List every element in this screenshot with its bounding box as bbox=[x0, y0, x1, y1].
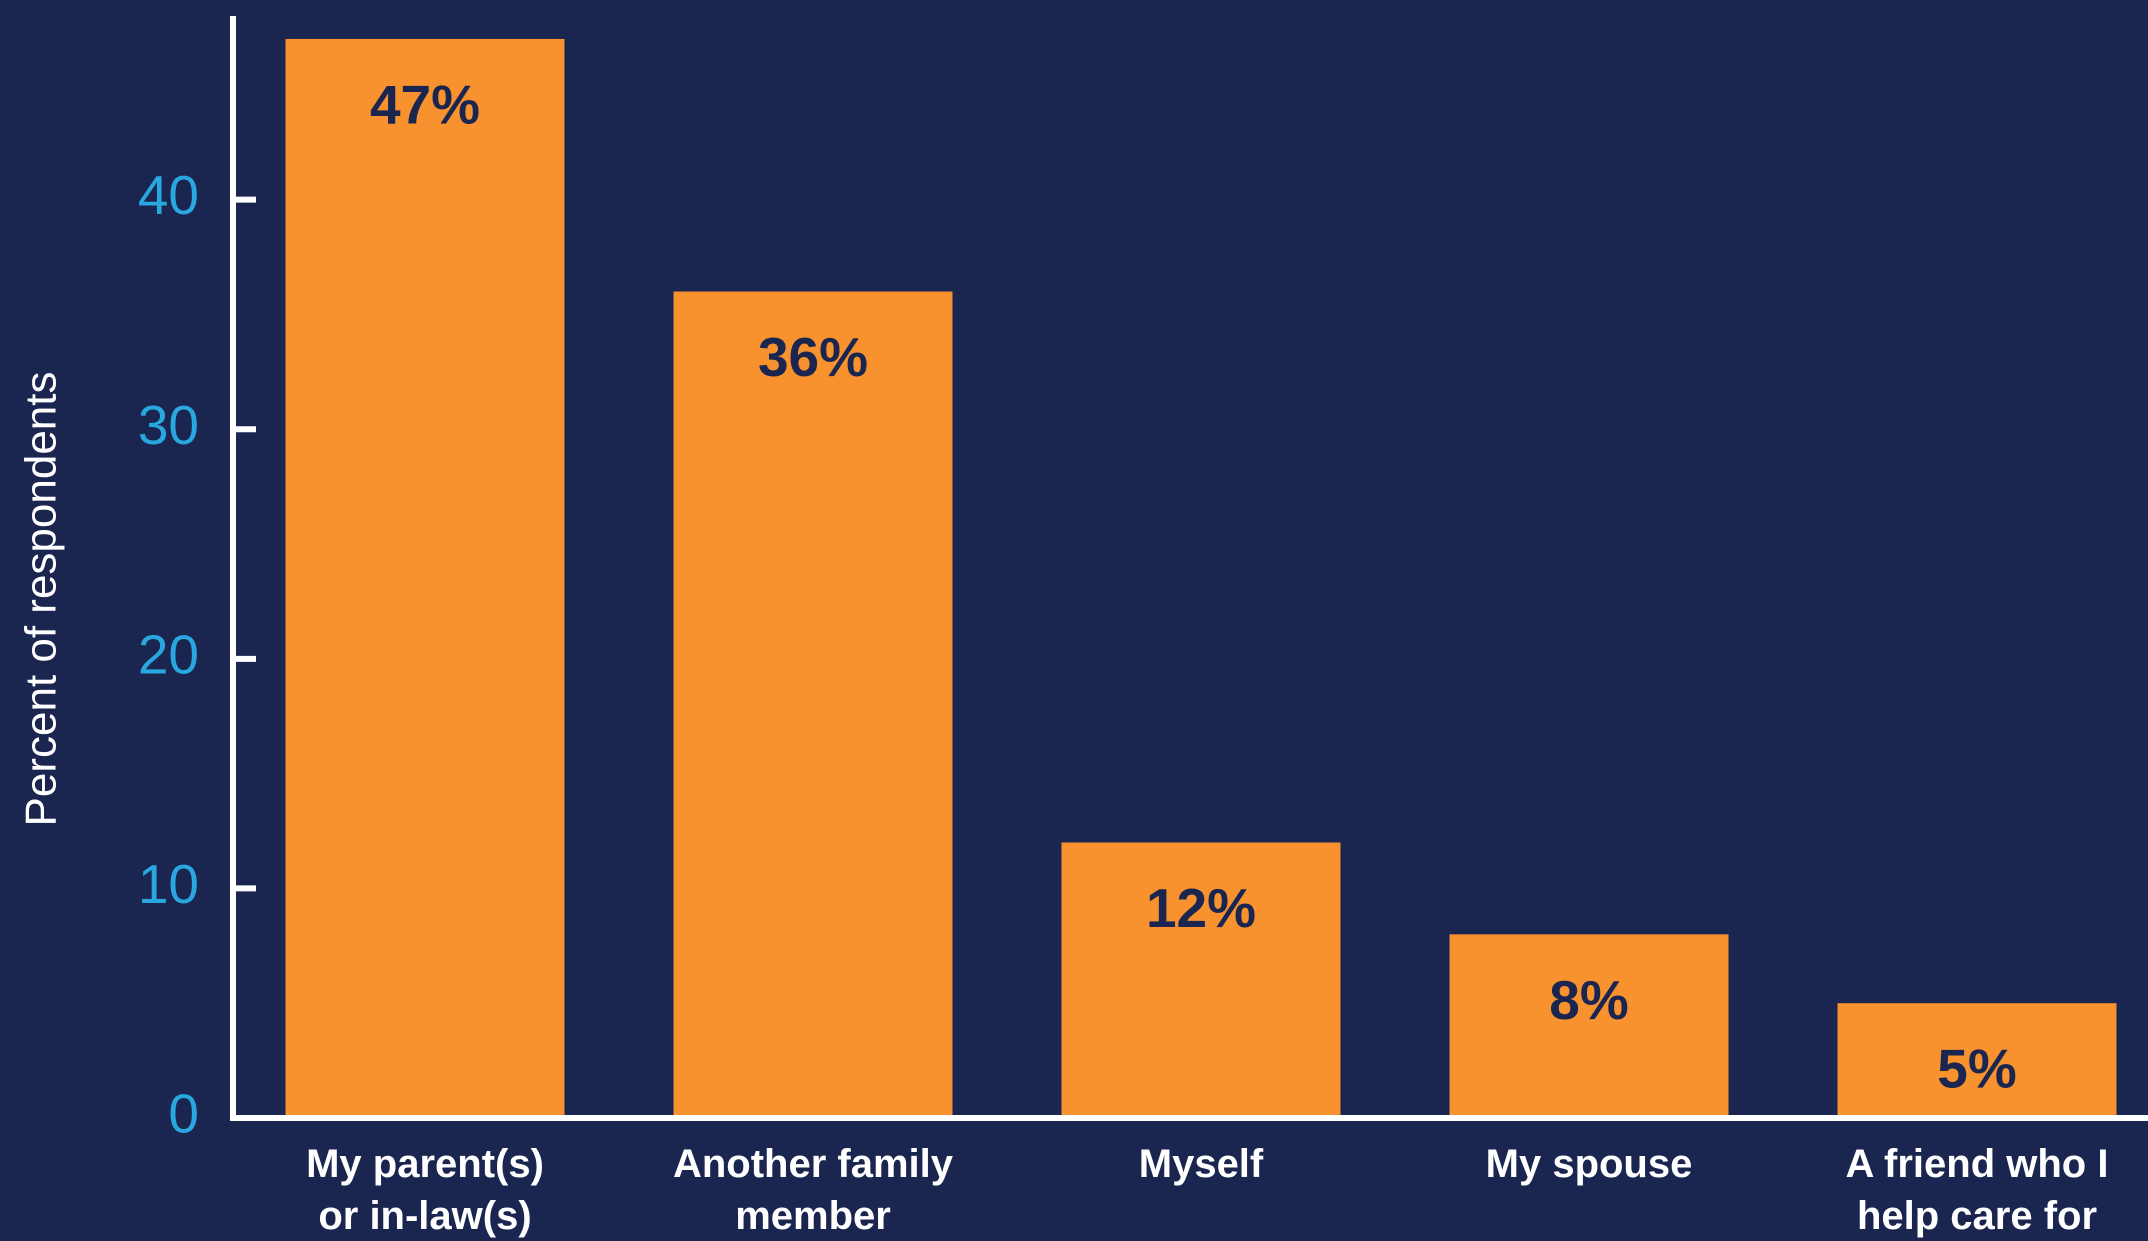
y-tick-label: 40 bbox=[138, 164, 199, 226]
y-tick-label: 30 bbox=[138, 394, 199, 456]
value-label: 8% bbox=[1549, 969, 1629, 1031]
bar bbox=[673, 291, 953, 1118]
bar bbox=[1061, 842, 1341, 1118]
value-label: 12% bbox=[1146, 877, 1256, 939]
x-tick-label: A friend who I help care for bbox=[1845, 1142, 2109, 1238]
x-tick-label: My spouse bbox=[1485, 1142, 1693, 1186]
value-label: 36% bbox=[758, 326, 868, 388]
x-tick-label-box: A friend who I help care for bbox=[1845, 1142, 2109, 1238]
x-tick-label: Another family member bbox=[672, 1142, 954, 1238]
x-tick-label-box: My spouse bbox=[1485, 1142, 1693, 1186]
bar bbox=[1837, 1003, 2117, 1118]
y-axis-label: Percent of respondents bbox=[17, 372, 66, 827]
x-tick-label-box: Myself bbox=[1138, 1142, 1264, 1186]
x-tick-label-box: Another family member bbox=[672, 1142, 954, 1238]
x-tick-label: My parent(s) or in-law(s) bbox=[306, 1142, 544, 1238]
y-tick-label: 0 bbox=[168, 1083, 199, 1145]
y-tick-label: 10 bbox=[138, 853, 199, 915]
bar bbox=[285, 38, 565, 1118]
y-tick-label: 20 bbox=[138, 623, 199, 685]
value-label: 47% bbox=[370, 73, 480, 135]
x-tick-label-box: My parent(s) or in-law(s) bbox=[306, 1142, 544, 1238]
bar bbox=[1449, 934, 1729, 1118]
value-label: 5% bbox=[1937, 1038, 2017, 1100]
x-tick-label: Myself bbox=[1138, 1142, 1264, 1186]
